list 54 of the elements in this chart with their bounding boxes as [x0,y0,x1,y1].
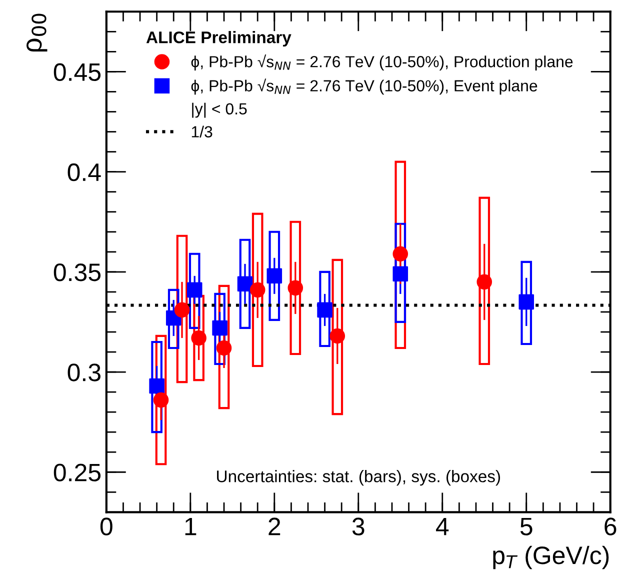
point [266,268,282,284]
point [174,302,190,318]
point [186,282,202,298]
y-tick-label: 0.45 [54,63,101,82]
point [476,274,492,290]
point [212,320,228,336]
annotation: |y| < 0.5 [192,102,247,118]
point [191,330,206,346]
bar [252,212,264,368]
legend-label: ϕ, Pb-Pb √s$_{NN}$ = 2.76 TeV (10-50%), Event plane [191,78,538,95]
legend-title: ALICE Preliminary [146,31,292,47]
point [392,246,408,262]
x-tick-label: 1 [185,518,196,536]
y-tick-label: 0.4 [68,163,101,182]
bar [214,292,226,366]
y-tick-label: 0.25 [54,464,101,482]
bar [151,340,162,434]
point [317,302,332,318]
bar [168,288,180,350]
legend-label: 1/3 [192,126,212,138]
bar [319,270,330,348]
bar [176,234,188,384]
bar [332,258,344,416]
point [330,328,346,344]
point [149,378,164,394]
x-tick-label: 6 [604,518,616,536]
x-tick-label: 0 [100,518,112,536]
bar [268,230,280,322]
x-tick-label: 3 [352,518,364,536]
bar [290,220,302,356]
bar [520,260,532,346]
y-axis-title: ρ$_{00}$ [26,14,48,52]
point [288,280,304,296]
annotation: Uncertainties: stat. (bars), sys. (boxes) [217,470,500,486]
x-tick-label: 5 [520,518,532,536]
bar [193,294,204,382]
x-tick-label: 2 [268,518,280,536]
bar [478,196,490,366]
bar [218,284,230,410]
bar [239,238,251,330]
y-tick-label: 0.35 [54,264,101,282]
x-axis-title: p$_{T}$ (GeV/c) [493,546,609,570]
point [518,294,534,310]
x-tick-label: 4 [436,518,449,536]
y-tick-label: 0.3 [68,364,100,382]
point [153,392,169,408]
point [237,276,253,292]
point [392,266,408,282]
bar [155,334,167,466]
legend-label: ϕ, Pb-Pb √s$_{NN}$ = 2.76 TeV (10-50%), Production plane [191,54,573,70]
point [216,340,232,356]
point [250,282,266,298]
bar [394,222,406,324]
bar [188,252,200,330]
